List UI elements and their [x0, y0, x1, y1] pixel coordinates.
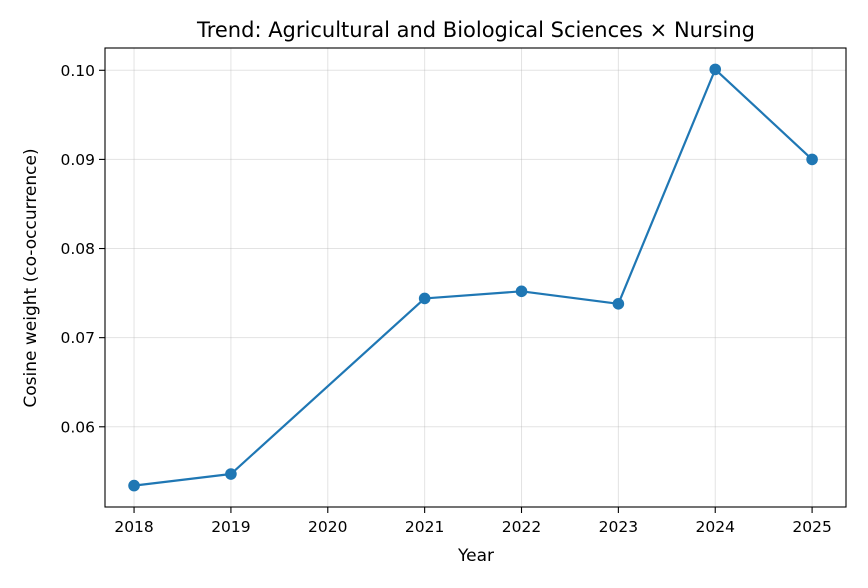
y-tick-label: 0.07: [60, 329, 95, 347]
data-point: [709, 63, 722, 76]
data-point: [418, 292, 431, 305]
series-layer: [128, 63, 818, 492]
data-point: [225, 468, 237, 480]
y-tick-label: 0.06: [60, 418, 95, 436]
plot-frame: [104, 47, 847, 508]
x-tick-label: 2023: [599, 518, 638, 536]
x-tick-label: 2018: [114, 518, 153, 536]
y-axis-label: Cosine weight (co-occurrence): [21, 148, 41, 407]
x-axis-label: Year: [457, 546, 494, 566]
x-tick-label: 2025: [792, 518, 831, 536]
x-tick-label: 2021: [405, 518, 444, 536]
chart-title: Trend: Agricultural and Biological Scien…: [196, 18, 755, 42]
data-point: [128, 479, 140, 492]
x-tick-label: 2024: [696, 518, 735, 536]
grid: [105, 48, 846, 507]
data-point: [515, 285, 528, 298]
y-tick-label: 0.08: [60, 240, 95, 258]
data-point: [806, 153, 818, 166]
data-point: [612, 297, 625, 310]
y-tick-label: 0.09: [60, 151, 95, 169]
y-tick-label: 0.10: [60, 62, 95, 80]
ticks: 2018 2019 2020 2021 2022 2023 2024 2025 0.06 0.07…: [60, 62, 831, 536]
x-tick-label: 2019: [211, 518, 250, 536]
x-tick-label: 2020: [308, 518, 347, 536]
x-tick-label: 2022: [502, 518, 541, 536]
